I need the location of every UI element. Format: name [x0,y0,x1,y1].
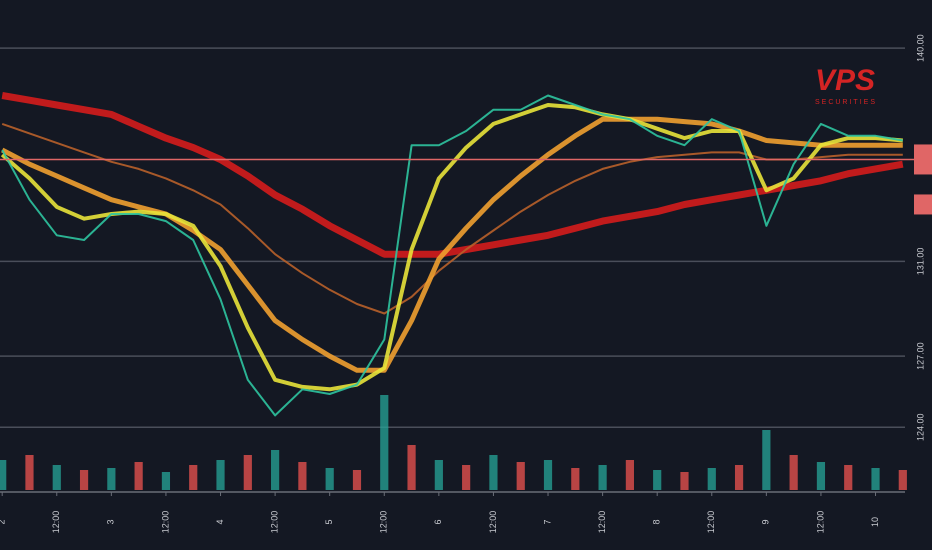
x-tick-label: 5 [324,519,334,524]
volume-bar [0,460,7,490]
logo: VPS [815,64,875,97]
volume-bar [52,465,61,490]
x-tick-label: 2 [0,519,7,524]
volume-bar [762,430,771,490]
volume-bar [707,468,716,490]
x-tick-label: 12:00 [160,511,170,534]
x-tick-label: 12:00 [597,511,607,534]
volume-bar [516,462,525,490]
x-tick-label: 12:00 [815,511,825,534]
series-line [0,103,903,392]
volume-bar [134,462,143,490]
volume-bar [871,468,880,490]
volume-bar [407,445,416,490]
y-tick-label: 124.00 [915,413,925,441]
y-tick-label: 140.00 [915,34,925,62]
volume-bar [571,468,580,490]
volume-bar [243,455,252,490]
last-price-box [914,144,932,175]
volume-bar [625,460,634,490]
volume-bar [298,462,307,490]
volume-bar [434,460,443,490]
volume-bar [79,470,89,490]
volume-bar [489,455,498,490]
volume-bar [380,395,389,490]
volume-bar [325,468,334,490]
x-tick-label: 8 [652,519,662,524]
volume-bar [462,465,471,490]
y-tick-label: 131.00 [915,248,925,276]
x-tick-label: 9 [761,519,771,524]
volume-bar [653,470,662,490]
volume-bar [271,450,280,490]
volume-bar [598,465,607,490]
y-tick-label: 127.00 [915,342,925,370]
logo-subtitle: SECURITIES [815,99,877,106]
x-tick-label: 12:00 [706,511,716,534]
volume-bar [189,465,198,490]
volume-bar [25,455,34,490]
x-tick-label: 7 [542,519,552,524]
x-tick-label: 12:00 [269,511,279,534]
volume-bar [898,470,907,490]
volume-bar [107,468,116,490]
x-tick-label: 6 [433,519,443,524]
series-line [1,94,903,417]
volume-bar [680,472,689,490]
volume-bar [734,465,744,490]
volume-bar [816,462,826,490]
x-tick-label: 12:00 [379,511,389,534]
x-tick-label: 4 [215,519,225,524]
x-tick-label: 3 [106,519,116,524]
volume-bar [844,465,853,490]
x-tick-label: 12:00 [51,511,61,534]
price-box [914,194,932,215]
volume-bar [216,460,225,490]
x-tick-label: 10 [870,517,880,527]
series-line [1,116,903,373]
volume-bar [543,460,553,490]
series-line [1,92,904,258]
x-tick-label: 12:00 [488,511,498,534]
volume-bar [789,455,798,490]
volume-bar [352,470,362,490]
volume-bar [161,472,171,490]
